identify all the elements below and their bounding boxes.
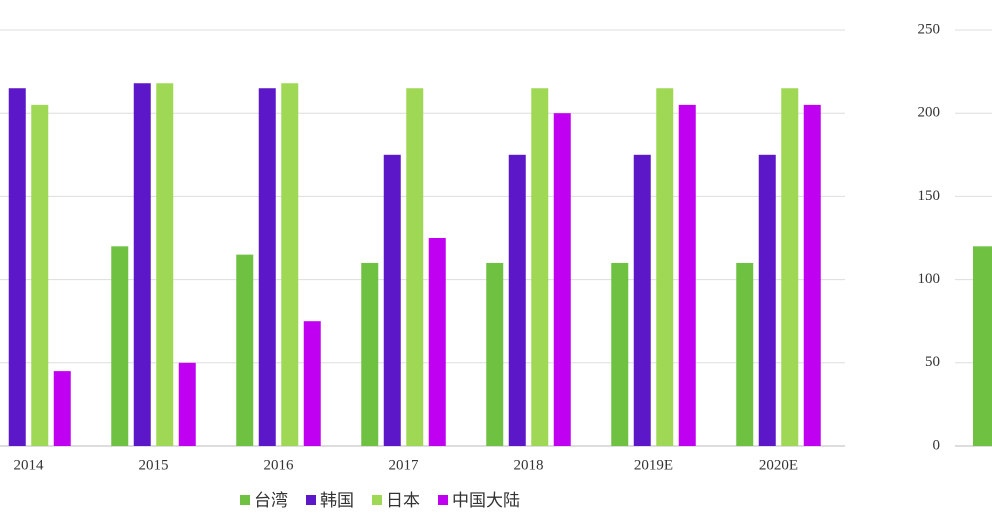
bar (236, 254, 254, 446)
legend-label: 中国大陆 (452, 491, 520, 511)
bar (611, 262, 629, 446)
legend-label: 韩国 (320, 491, 354, 511)
legend-label: 日本 (386, 491, 420, 511)
bar (736, 262, 754, 446)
bar (303, 321, 321, 446)
bar (486, 262, 504, 446)
bar (678, 104, 696, 446)
y-tick-label: 200 (918, 105, 941, 121)
bar (8, 88, 26, 447)
bar (633, 154, 651, 447)
bar (973, 246, 992, 446)
bar (53, 371, 71, 446)
bar (656, 88, 674, 447)
legend-swatch (372, 495, 382, 505)
bar (383, 154, 401, 447)
bar (31, 104, 49, 446)
bar (758, 154, 776, 447)
bar (803, 104, 821, 446)
bar (406, 88, 424, 447)
x-tick-label: 2020E (759, 457, 798, 473)
legend-label: 台湾 (254, 491, 288, 511)
legend-swatch (306, 495, 316, 505)
x-tick-label: 2016 (264, 457, 295, 473)
y-tick-label: 150 (918, 188, 941, 204)
y-tick-label: 250 (918, 21, 941, 37)
bar (553, 113, 571, 446)
bar (156, 83, 174, 447)
legend-swatch (438, 495, 448, 505)
bar (361, 262, 379, 446)
bar (781, 88, 799, 447)
legend-swatch (240, 495, 250, 505)
bar (531, 88, 549, 447)
y-tick-label: 0 (933, 437, 941, 453)
x-tick-label: 2014 (14, 457, 45, 473)
bar (178, 362, 196, 446)
x-tick-label: 2017 (389, 457, 420, 473)
x-tick-label: 2015 (139, 457, 169, 473)
bar (258, 88, 276, 447)
x-tick-label: 2018 (514, 457, 544, 473)
y-tick-label: 50 (925, 354, 940, 370)
bar (281, 83, 299, 447)
legend: 台湾 韩国 日本 中国大陆 (240, 491, 520, 511)
bar (428, 238, 446, 446)
bar (111, 246, 129, 446)
y-tick-label: 100 (918, 271, 941, 287)
x-tick-label: 2019E (634, 457, 673, 473)
bar (508, 154, 526, 447)
bar (133, 83, 151, 447)
